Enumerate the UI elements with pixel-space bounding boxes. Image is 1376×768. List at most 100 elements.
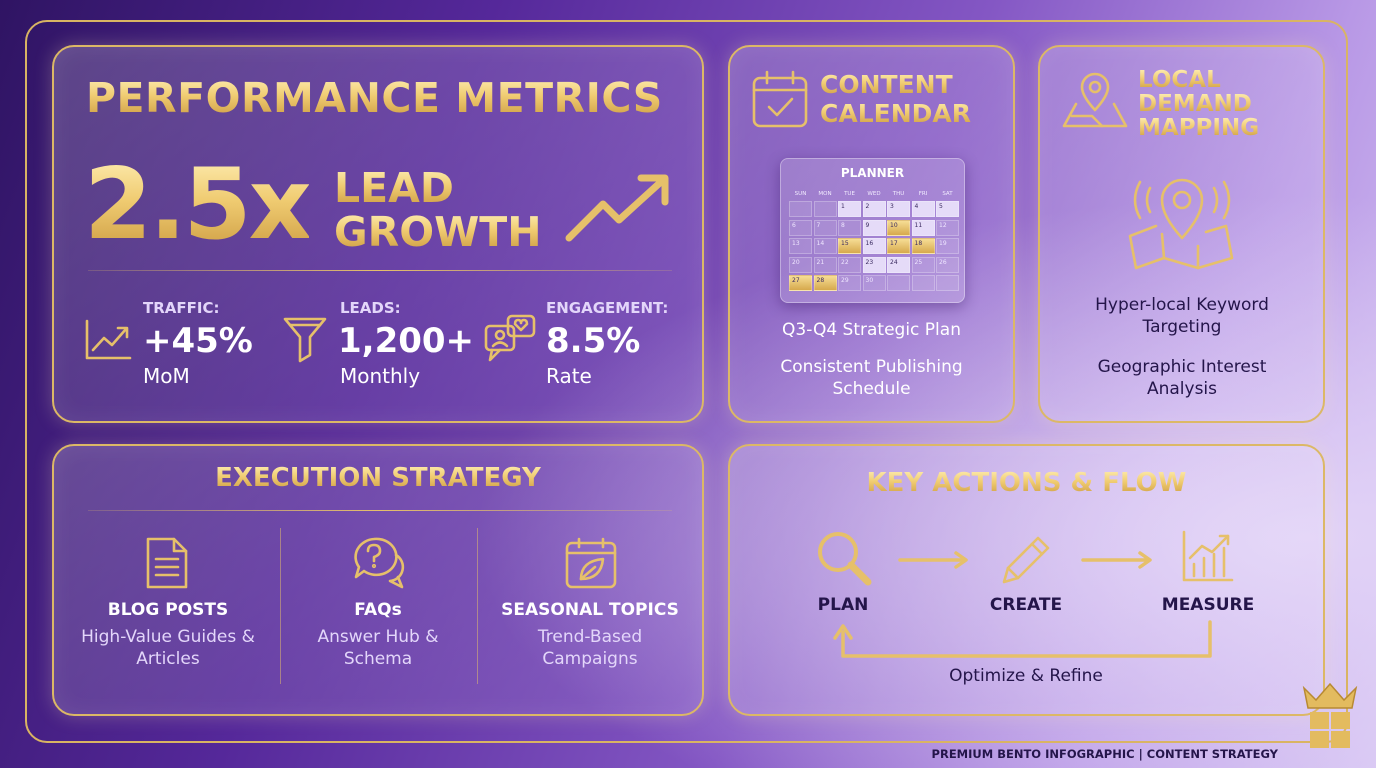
flow-step: CREATE xyxy=(989,595,1063,615)
growth-arrow-icon xyxy=(565,174,669,242)
create-icon xyxy=(1002,536,1050,584)
seasonal-icon xyxy=(565,537,617,589)
calendar-icon xyxy=(752,70,808,128)
calendar-day: 29 xyxy=(838,275,861,291)
weekday: SUN xyxy=(794,191,807,197)
blog-icon xyxy=(146,537,188,589)
calendar-day: 27 xyxy=(789,275,812,291)
calendar-empty-cell xyxy=(936,275,959,291)
weekday: TUE xyxy=(844,191,855,197)
metric-value: +45% xyxy=(143,321,253,361)
performance-card xyxy=(52,45,704,423)
calendar-empty-cell xyxy=(887,275,910,291)
calendar-day: 5 xyxy=(936,201,959,217)
flow-loop-label: Optimize & Refine xyxy=(949,666,1103,686)
calendar-empty-cell xyxy=(911,275,935,291)
calendar-day: 1 xyxy=(838,201,861,217)
item-title: BLOG POSTS xyxy=(107,600,229,620)
leads-icon xyxy=(283,317,327,363)
flow-title: KEY ACTIONS & FLOW xyxy=(728,468,1325,498)
divider xyxy=(88,510,672,511)
metric-value: 8.5% xyxy=(546,321,641,361)
weekday: THU xyxy=(892,191,905,197)
weekday: WED xyxy=(867,191,881,197)
calendar-day: 17 xyxy=(887,238,910,254)
calendar-empty-cell xyxy=(789,201,812,217)
calendar-day: 11 xyxy=(911,219,935,236)
calendar-day: 14 xyxy=(813,238,837,254)
headline-label: LEAD xyxy=(334,164,454,212)
headline-value: 2.5x xyxy=(84,148,312,262)
calendar-day: 30 xyxy=(862,275,886,291)
local-card xyxy=(1038,45,1325,423)
calendar-day: 9 xyxy=(862,219,886,236)
calendar-day: 19 xyxy=(936,238,959,254)
calendar-day: 10 xyxy=(887,219,910,236)
column-divider xyxy=(280,528,281,684)
item-title: SEASONAL TOPICS xyxy=(501,600,679,620)
map-pin-icon xyxy=(1062,72,1128,128)
calendar-day: 24 xyxy=(887,256,910,273)
faq-icon xyxy=(354,537,405,589)
calendar-day: 8 xyxy=(838,219,861,236)
local-targeting: Hyper-local Keyword Targeting xyxy=(1095,295,1269,337)
column-divider xyxy=(477,528,478,684)
calendar-day: 12 xyxy=(936,219,959,236)
footer: PREMIUM BENTO INFOGRAPHIC | CONTENT STRA… xyxy=(931,747,1278,761)
calendar-day: 4 xyxy=(911,201,935,217)
calendar-day: 22 xyxy=(838,256,861,273)
calendar-day: 28 xyxy=(813,275,837,291)
metric-note: Rate xyxy=(546,364,592,388)
performance-title: PERFORMANCE METRICS xyxy=(86,74,663,122)
local-title: DEMAND xyxy=(1138,91,1252,117)
local-title: MAPPING xyxy=(1138,115,1260,141)
weekday: MON xyxy=(818,191,832,197)
calendar-day: 20 xyxy=(789,256,812,273)
calendar-day: 7 xyxy=(813,219,837,236)
headline-label: GROWTH xyxy=(334,208,542,256)
calendar-day: 3 xyxy=(887,201,910,217)
measure-icon xyxy=(1182,530,1234,582)
calendar-day: 26 xyxy=(936,256,959,273)
metric-note: Monthly xyxy=(340,364,421,388)
calendar-day: 13 xyxy=(789,238,812,254)
weekday: SAT xyxy=(942,191,953,197)
item-desc: High-Value Guides & Articles xyxy=(81,627,255,669)
traffic-icon xyxy=(85,319,132,360)
calendar-title: CONTENT xyxy=(820,70,953,99)
local-title: LOCAL xyxy=(1138,67,1221,93)
plan-icon xyxy=(818,532,872,586)
flow-step: MEASURE xyxy=(1161,595,1255,615)
calendar-day: 23 xyxy=(862,256,886,273)
calendar-day: 15 xyxy=(838,238,861,254)
calendar-day: 25 xyxy=(911,256,935,273)
engagement-icon xyxy=(484,314,536,362)
item-title: FAQs xyxy=(354,600,402,620)
local-map-icon xyxy=(1128,178,1234,270)
item-desc: Answer Hub & Schema xyxy=(317,627,439,669)
calendar-title: CALENDAR xyxy=(820,99,971,128)
calendar-schedule: Consistent Publishing Schedule xyxy=(780,357,963,399)
execution-card xyxy=(52,444,704,716)
metric-note: MoM xyxy=(143,364,190,388)
item-desc: Trend-Based Campaigns xyxy=(537,627,643,669)
execution-title: EXECUTION STRATEGY xyxy=(52,463,704,493)
flow-arrows xyxy=(898,551,1152,569)
planner: PLANNER SUN MON TUE WED THU FRI SAT 1 2 3 4 5 6 7 8 9 10… xyxy=(780,158,965,303)
loop-arrow xyxy=(833,620,1212,658)
metric-label: TRAFFIC: xyxy=(143,299,220,317)
crown-logo xyxy=(1302,682,1358,748)
divider xyxy=(88,270,672,271)
calendar-day: 2 xyxy=(862,201,886,217)
metric-label: LEADS: xyxy=(340,299,401,317)
weekday: FRI xyxy=(918,191,928,197)
calendar-empty-cell xyxy=(813,201,837,217)
metric-label: ENGAGEMENT: xyxy=(546,299,669,317)
calendar-day: 21 xyxy=(813,256,837,273)
local-analysis: Geographic Interest Analysis xyxy=(1097,357,1267,399)
calendar-day: 6 xyxy=(789,219,812,236)
metric-value: 1,200+ xyxy=(338,321,475,361)
planner-title: PLANNER xyxy=(840,166,905,180)
outer-frame xyxy=(25,20,1348,743)
